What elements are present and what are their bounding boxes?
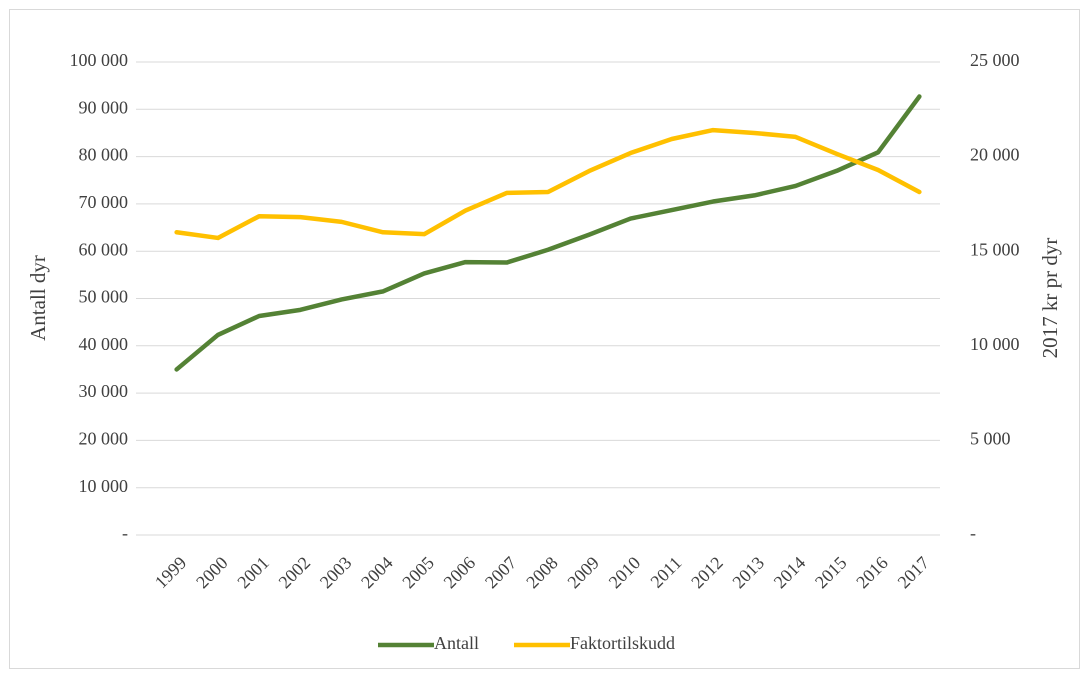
y-tick-label: 70 000 — [79, 192, 129, 212]
y-tick-label: 50 000 — [79, 287, 129, 307]
y2-axis-title: 2017 kr pr dyr — [1038, 238, 1062, 359]
y-tick-label: 100 000 — [70, 50, 129, 70]
y-tick-label: 90 000 — [79, 97, 129, 117]
y-tick-label: 40 000 — [79, 334, 129, 354]
legend-label: Faktortilskudd — [570, 633, 675, 653]
y2-tick-label: - — [970, 523, 976, 543]
y-axis-title: Antall dyr — [26, 255, 50, 341]
y2-tick-label: 20 000 — [970, 145, 1020, 165]
y2-tick-label: 15 000 — [970, 239, 1020, 259]
y-tick-label: 30 000 — [79, 381, 129, 401]
y2-tick-label: 25 000 — [970, 50, 1020, 70]
y2-tick-label: 10 000 — [970, 334, 1020, 354]
legend-label: Antall — [434, 633, 479, 653]
y-tick-label: 80 000 — [79, 145, 129, 165]
data-line — [174, 94, 922, 372]
y-tick-label: 20 000 — [79, 429, 129, 449]
data-line — [174, 127, 922, 241]
y-tick-label: - — [122, 523, 128, 543]
y-tick-label: 10 000 — [79, 476, 129, 496]
y-tick-label: 60 000 — [79, 239, 129, 259]
y2-tick-label: 5 000 — [970, 429, 1011, 449]
